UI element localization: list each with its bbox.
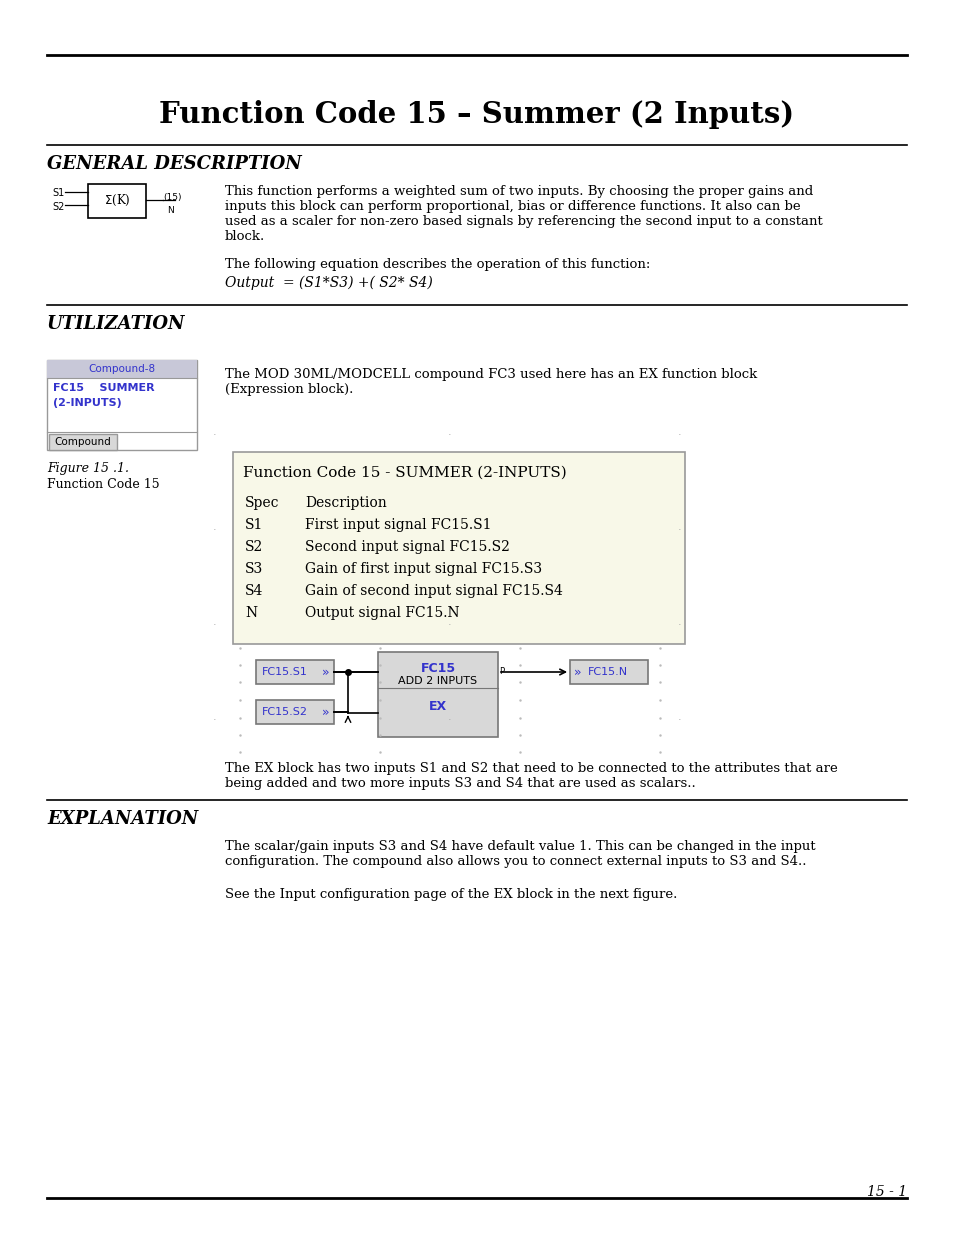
Text: Spec: Spec — [245, 496, 279, 510]
Bar — [47, 359, 196, 378]
Text: used as a scaler for non-zero based signals by referencing the second input to a: used as a scaler for non-zero based sign… — [225, 215, 821, 228]
Text: EX: EX — [429, 700, 447, 713]
Text: Gain of first input signal FC15.S3: Gain of first input signal FC15.S3 — [305, 562, 541, 576]
Text: The MOD 30ML/MODCELL compound FC3 used here has an EX function block: The MOD 30ML/MODCELL compound FC3 used h… — [225, 368, 757, 382]
Text: being added and two more inputs S3 and S4 that are used as scalars..: being added and two more inputs S3 and S… — [225, 777, 695, 790]
Text: Output  = (S1*S3) +( S2* S4): Output = (S1*S3) +( S2* S4) — [225, 275, 433, 290]
Text: Function Code 15 - SUMMER (2-INPUTS): Function Code 15 - SUMMER (2-INPUTS) — [243, 466, 566, 480]
Text: GENERAL DESCRIPTION: GENERAL DESCRIPTION — [47, 156, 301, 173]
Text: S1: S1 — [52, 188, 64, 198]
Text: ·: · — [213, 525, 216, 535]
Bar — [255, 659, 334, 684]
Text: block.: block. — [225, 230, 265, 243]
Text: UTILIZATION: UTILIZATION — [47, 315, 185, 333]
Text: configuration. The compound also allows you to connect external inputs to S3 and: configuration. The compound also allows … — [225, 855, 805, 868]
Text: Compound-8: Compound-8 — [89, 364, 155, 374]
Text: Gain of second input signal FC15.S4: Gain of second input signal FC15.S4 — [305, 584, 562, 598]
Text: FC15: FC15 — [420, 662, 456, 676]
Text: (15): (15) — [163, 193, 181, 203]
Bar — [569, 659, 647, 684]
Text: ·: · — [448, 715, 452, 725]
Text: P: P — [498, 667, 503, 677]
Text: ·: · — [678, 525, 681, 535]
Text: Function Code 15: Function Code 15 — [47, 478, 159, 492]
Text: Function Code 15 – Summer (2 Inputs): Function Code 15 – Summer (2 Inputs) — [159, 100, 794, 128]
Text: S1: S1 — [245, 517, 263, 532]
Text: Output signal FC15.N: Output signal FC15.N — [305, 606, 459, 620]
Text: ·: · — [678, 715, 681, 725]
Bar — [255, 700, 334, 724]
Text: ·: · — [448, 430, 452, 440]
Text: »: » — [574, 666, 581, 678]
Text: Description: Description — [305, 496, 386, 510]
Bar — [47, 359, 196, 450]
Text: ·: · — [213, 430, 216, 440]
Text: This function performs a weighted sum of two inputs. By choosing the proper gain: This function performs a weighted sum of… — [225, 185, 812, 198]
Text: ·: · — [213, 715, 216, 725]
Text: (2-INPUTS): (2-INPUTS) — [53, 398, 122, 408]
Text: The following equation describes the operation of this function:: The following equation describes the ope… — [225, 258, 650, 270]
Text: inputs this block can perform proportional, bias or difference functions. It als: inputs this block can perform proportion… — [225, 200, 800, 212]
Text: N: N — [167, 206, 173, 215]
Text: ·: · — [678, 620, 681, 630]
Text: FC15    SUMMER: FC15 SUMMER — [53, 383, 154, 393]
Text: ·: · — [448, 620, 452, 630]
Text: 15 - 1: 15 - 1 — [866, 1186, 906, 1199]
Text: S2: S2 — [245, 540, 263, 555]
Text: ·: · — [213, 620, 216, 630]
Text: ·: · — [678, 430, 681, 440]
Text: $\Sigma$(K): $\Sigma$(K) — [104, 193, 131, 207]
Text: S3: S3 — [245, 562, 263, 576]
Bar — [377, 652, 497, 737]
Text: Second input signal FC15.S2: Second input signal FC15.S2 — [305, 540, 509, 555]
Text: Compound: Compound — [54, 437, 112, 447]
Text: N: N — [245, 606, 257, 620]
Text: Figure 15 .1.: Figure 15 .1. — [47, 462, 129, 475]
Text: ADD 2 INPUTS: ADD 2 INPUTS — [398, 676, 477, 685]
Bar — [88, 184, 146, 219]
Text: »: » — [322, 705, 330, 719]
Text: ·: · — [448, 525, 452, 535]
Text: First input signal FC15.S1: First input signal FC15.S1 — [305, 517, 491, 532]
Bar — [49, 433, 117, 450]
Text: The EX block has two inputs S1 and S2 that need to be connected to the attribute: The EX block has two inputs S1 and S2 th… — [225, 762, 837, 776]
Text: (Expression block).: (Expression block). — [225, 383, 353, 396]
Text: FC15.S1: FC15.S1 — [262, 667, 308, 677]
Bar — [233, 452, 684, 643]
Text: »: » — [322, 666, 330, 678]
Text: S2: S2 — [52, 203, 64, 212]
Text: The scalar/gain inputs S3 and S4 have default value 1. This can be changed in th: The scalar/gain inputs S3 and S4 have de… — [225, 840, 815, 853]
Text: S4: S4 — [245, 584, 263, 598]
Text: See the Input configuration page of the EX block in the next figure.: See the Input configuration page of the … — [225, 888, 677, 902]
Text: FC15.N: FC15.N — [587, 667, 627, 677]
Text: FC15.S2: FC15.S2 — [262, 706, 308, 718]
Text: EXPLANATION: EXPLANATION — [47, 810, 198, 827]
